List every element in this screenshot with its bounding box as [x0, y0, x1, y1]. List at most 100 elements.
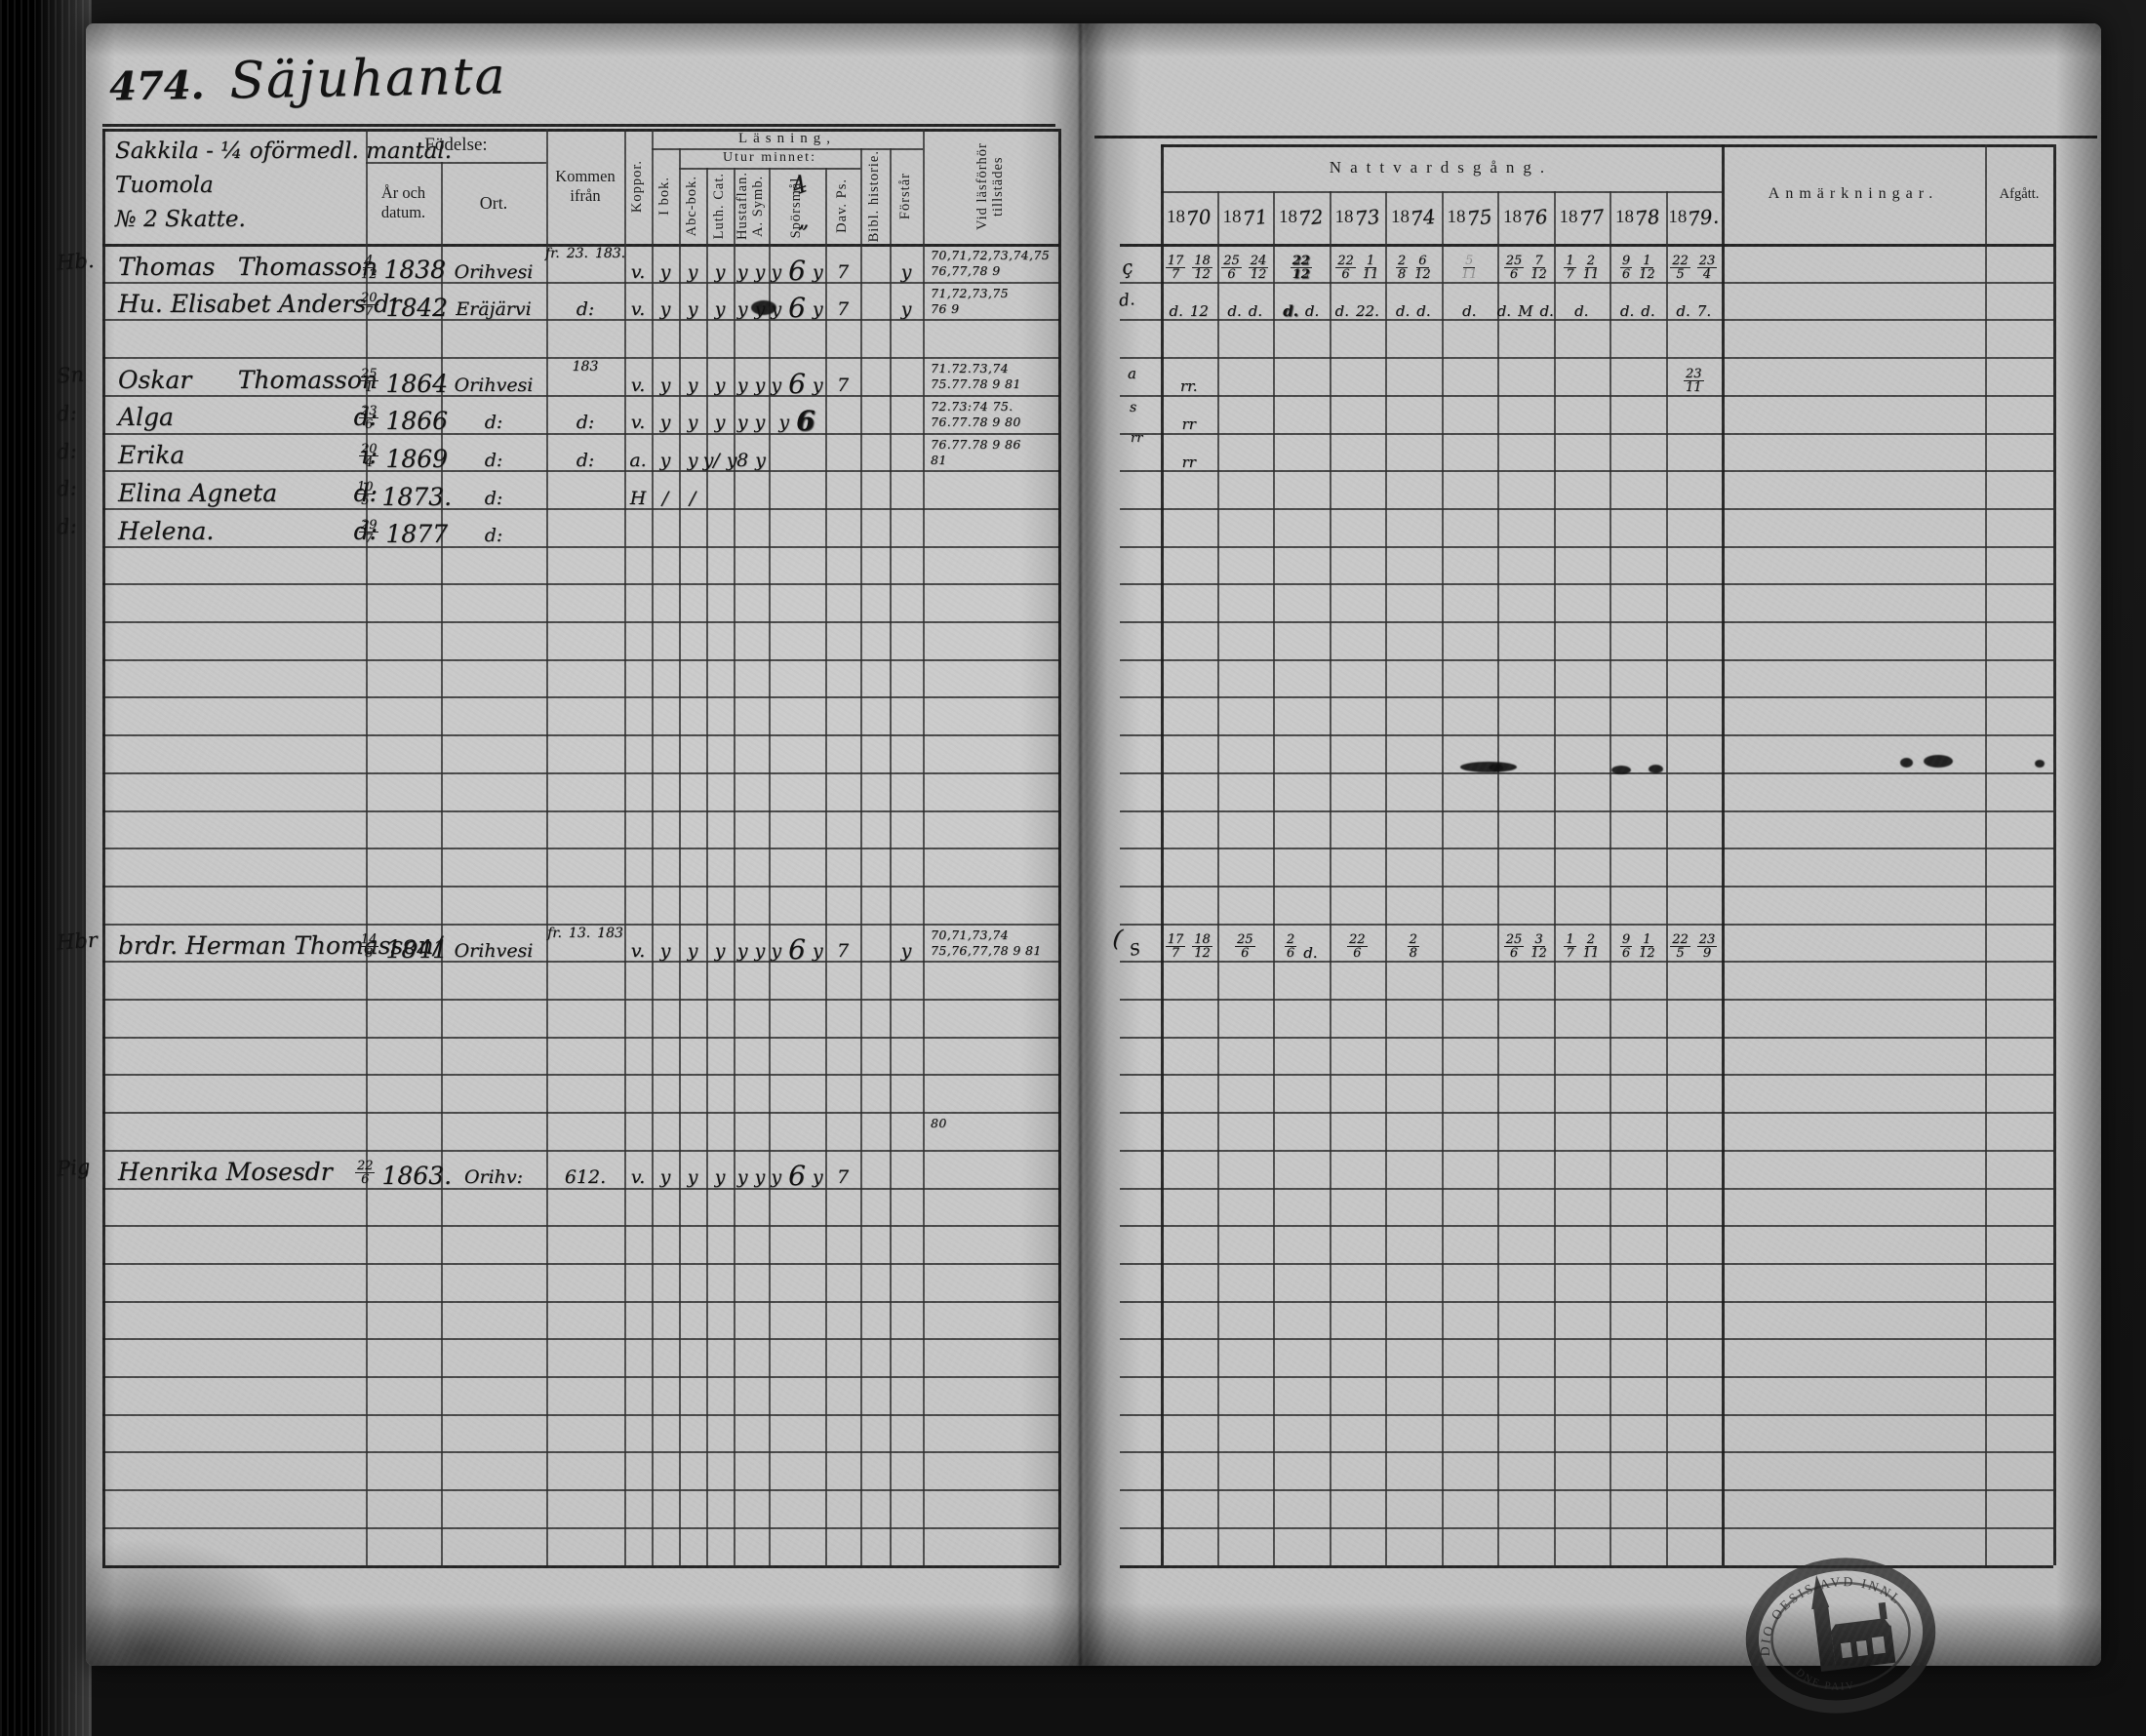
header-kommen-ifran: Kommen ifrån: [555, 167, 616, 205]
communion-year-cell: rr: [1163, 434, 1215, 472]
row-rule-right: [1120, 1112, 2053, 1115]
handwritten-mark: y: [714, 298, 726, 321]
row-rule-right: [1120, 1451, 2053, 1454]
margin-status-note: Sn: [56, 362, 85, 388]
ink-blob: [1649, 765, 1663, 773]
i_bok-cell: y: [654, 434, 677, 472]
handwritten-mark: y: [714, 374, 726, 396]
handwritten-mark: 6: [788, 367, 806, 400]
handwritten-mark: v.: [630, 260, 646, 283]
communion-year-cell: 17 7 18 12: [1163, 925, 1215, 963]
handwritten-mark: d:: [484, 525, 503, 547]
handwritten-mark: d.: [1334, 301, 1349, 320]
date-fraction: 17 7: [1165, 932, 1186, 962]
row-rule-left: [102, 771, 1059, 774]
year-decade-handwritten: 70: [1184, 204, 1212, 231]
handwritten-mark: d.: [1395, 301, 1411, 320]
row-rule-right: [1120, 848, 2053, 850]
header-year: 18 78: [1610, 191, 1665, 244]
vid-lasforhor-cell: 76.77.78 9 86 81: [931, 436, 1021, 467]
communion-year-cell: d. 12: [1163, 283, 1215, 321]
koppor-cell: v.: [626, 396, 650, 434]
abc-cell: y: [681, 358, 704, 396]
date-fraction: 6 12: [1414, 253, 1431, 282]
i_bok-cell: y: [654, 358, 677, 396]
row-rule-right: [1120, 999, 2053, 1001]
date-fraction: 24 12: [1248, 253, 1269, 282]
handwritten-mark: 1869: [385, 444, 449, 473]
row-rule-left: [102, 658, 1059, 661]
name-cell: Helena. d:: [104, 509, 387, 547]
handwritten-mark: y: [714, 260, 726, 283]
communion-year-cell: 1 7 2 11: [1556, 245, 1609, 283]
i_bok-cell: y: [654, 283, 677, 321]
communion-year-cell: 9 6 1 12: [1611, 245, 1664, 283]
header-abc-bok: Abc-bok.: [684, 175, 700, 237]
date-fraction: 22 12: [1290, 253, 1312, 282]
abc-cell: y: [681, 396, 704, 434]
margin-status-note: Hbr: [56, 927, 99, 955]
row-rule-right: [1120, 809, 2053, 812]
ink-blob: [1490, 764, 1503, 771]
communion-year-cell: 22 5 23 9: [1668, 925, 1721, 963]
header-year: 18 75: [1443, 191, 1497, 244]
abc-cell: y: [681, 245, 704, 283]
row-rule-left: [102, 848, 1059, 850]
row-rule-right: [1120, 1074, 2053, 1077]
name-cell: Oskar Thomasson: [104, 358, 387, 396]
handwritten-mark: y: [771, 374, 782, 396]
header-ar-och-datum: År och datum.: [380, 183, 426, 221]
name-cell: Hu. Elisabet Anders dr: [104, 283, 401, 321]
column-rule-right-page: [1329, 191, 1331, 1565]
date-fraction: 1 12: [1639, 932, 1655, 962]
column-rule-right-page: [1497, 191, 1499, 1565]
abc-cell: y: [681, 283, 704, 321]
handwritten-mark: d:: [576, 412, 595, 434]
ort-cell: Orihvesi: [443, 245, 544, 283]
handwritten-mark: y: [736, 374, 748, 396]
handwritten-mark: 7: [836, 298, 850, 321]
stray-ink-mark: s: [1130, 400, 1137, 415]
date-fraction: 3 12: [1530, 932, 1547, 962]
luth-cell: y: [708, 925, 732, 963]
header-dav-ps: Dav. Ps.: [834, 178, 851, 233]
handwritten-mark: 6: [788, 933, 806, 967]
handwritten-mark: y: [714, 940, 726, 963]
header-i-bok: I bok.: [656, 177, 673, 216]
koppor-cell: v.: [626, 1151, 650, 1189]
row-rule-right: [1120, 1300, 2053, 1303]
name-cell: Elina Agneta d:: [104, 471, 387, 509]
birth-date-cell: 20 4 1869: [358, 434, 448, 472]
i_bok-cell: /: [654, 471, 677, 509]
handwritten-mark: y: [812, 940, 823, 963]
handwritten-mark: y: [812, 1166, 823, 1189]
column-rule-right-page: [1553, 191, 1556, 1565]
dav-cell: 7: [827, 358, 858, 396]
handwritten-mark: v.: [630, 298, 646, 321]
handwritten-mark: 7: [836, 374, 850, 396]
column-rule-right-page: [1273, 191, 1275, 1565]
person-name: Erika: [118, 441, 185, 470]
year-prefix: 18: [1391, 207, 1411, 227]
handwritten-mark: d.: [1303, 943, 1318, 962]
date-fraction: 23 4: [1696, 253, 1718, 282]
date-fraction: 25 6: [1503, 932, 1525, 962]
handwritten-mark: y: [659, 298, 671, 321]
communion-year-cell: d. d.: [1611, 283, 1664, 321]
handwritten-mark: 6: [788, 1160, 806, 1193]
handwritten-mark: y: [736, 260, 748, 283]
handwritten-mark: d.: [1462, 301, 1477, 320]
date-fraction: 7 12: [1530, 253, 1547, 282]
header-year: 18 79.: [1667, 191, 1722, 244]
handwritten-mark: 1866: [385, 407, 449, 436]
margin-status-note: Pig: [56, 1154, 92, 1181]
handwritten-mark: y: [687, 412, 698, 434]
margin-status-note: d:: [56, 438, 78, 464]
koppor-cell: v.: [626, 358, 650, 396]
